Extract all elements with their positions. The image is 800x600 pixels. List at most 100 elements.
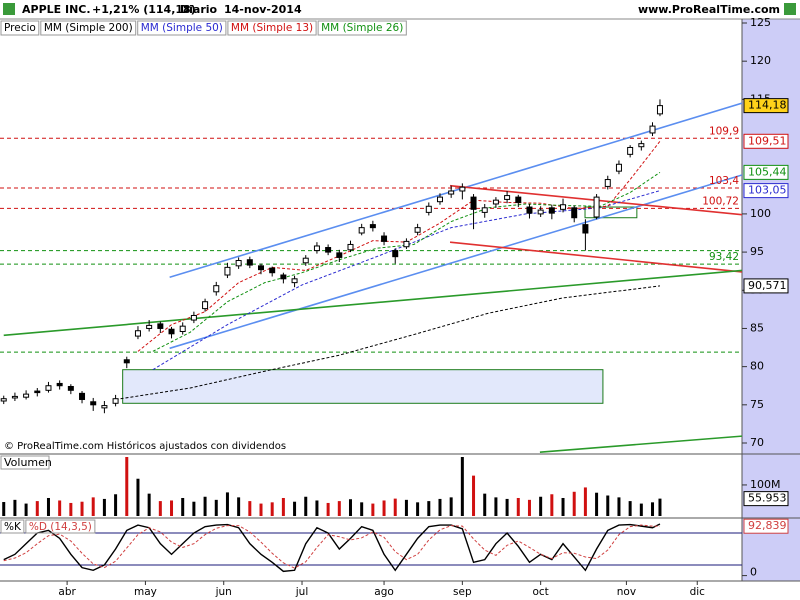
y-tick-label: 125 [750,16,771,29]
volume-bar [416,502,420,516]
candle-body [246,259,253,266]
legend-box [227,20,317,36]
candle-body [582,224,589,234]
candle-body [381,235,388,242]
value-label-box [743,98,789,114]
trendline [169,174,742,350]
volume-bar [371,503,375,516]
volume-bar [337,501,341,516]
trendline [449,241,742,273]
volume-bar [449,497,453,516]
candle-body [123,359,130,364]
volume-bar [270,502,274,516]
candle-body [414,227,421,233]
candle-body [593,196,600,218]
candle-body [481,207,488,213]
candle-body [101,405,108,409]
value-label: 105,44 [748,165,787,178]
volume-bar [460,457,464,516]
value-label: 55.953 [748,492,787,505]
x-tick-label: dic [690,586,706,598]
note: © ProRealTime.com Históricos ajustados c… [4,440,286,452]
label-box [0,455,50,470]
candle-body [492,199,499,205]
y-tick-label: 100 [750,207,771,220]
candle-body [79,392,86,400]
candle-body [302,257,309,264]
x-tick-label: jun [215,586,232,598]
volume-bar [69,502,73,516]
y-tick-label: 70 [750,436,764,449]
volume-bar [606,495,610,516]
volume-bar [404,499,408,516]
volume-bar [483,493,487,516]
value-label: 103,05 [748,184,787,197]
volume-bar [427,501,431,516]
y-tick-label: 100M [750,478,781,491]
candle-body [470,196,477,210]
value-label-box [743,518,789,534]
volume-bar [91,497,95,516]
candle-body [526,206,533,214]
candle-body [627,146,634,155]
volume-bar [326,502,330,516]
candle-body [146,324,153,329]
x-tick-label: sep [453,586,472,598]
volume-bar [214,499,218,516]
legend-entry: MM (Simple 13) [231,22,313,34]
price-panel [0,99,742,453]
volume-bar [572,491,576,516]
volume-bar [658,498,662,516]
volume-bar [2,502,6,516]
y-tick-label: 80 [750,360,764,373]
legend-entry: %K [4,521,22,533]
candle-body [168,328,175,335]
volume-bar [348,499,352,516]
level-label: 109,9 [709,125,739,137]
x-tick-label: jul [295,586,309,598]
candle-body [656,105,663,115]
volume-bar [628,501,632,516]
source: www.ProRealTime.com [638,3,780,16]
volume-bar [583,487,587,516]
candle-body [325,247,332,253]
legend-entry: MM (Simple 26) [321,22,403,34]
y-tick-label: 75 [750,398,764,411]
oscillator-line [3,523,661,573]
zone [122,369,604,404]
moving-average [115,285,661,400]
candle-body [425,205,432,213]
value-label-box [743,133,789,149]
icon [784,3,796,15]
candle-body [649,125,656,134]
candle-body [336,252,343,258]
volume-bar [181,497,185,516]
volume-bar [114,494,118,516]
value-label-box [743,278,789,294]
volume-bar [237,497,241,516]
volume-bar [382,500,386,516]
candle-body [213,285,220,293]
volume-bar [550,494,554,516]
value-label: 90,571 [748,279,787,292]
volume-bar [225,492,229,516]
volume-bar [24,503,28,516]
volume-bar [136,478,140,516]
candle-body [269,267,276,274]
overlay: Precio MM (Simple 200) MM (Simple 50) MM (S… [0,16,789,598]
icon [3,3,15,15]
volume-bar [102,498,106,516]
trendline [539,435,742,453]
legend-box [0,519,25,534]
candle-body [537,209,544,215]
legend-entry: Precio [4,22,36,34]
moving-average [152,171,661,352]
candle-body [604,179,611,187]
level-label: 93,42 [709,251,739,263]
candle-body [34,390,41,394]
title: APPLE INC. [22,3,91,16]
candle-body [638,143,645,148]
y-tick-label: 0 [750,566,757,579]
